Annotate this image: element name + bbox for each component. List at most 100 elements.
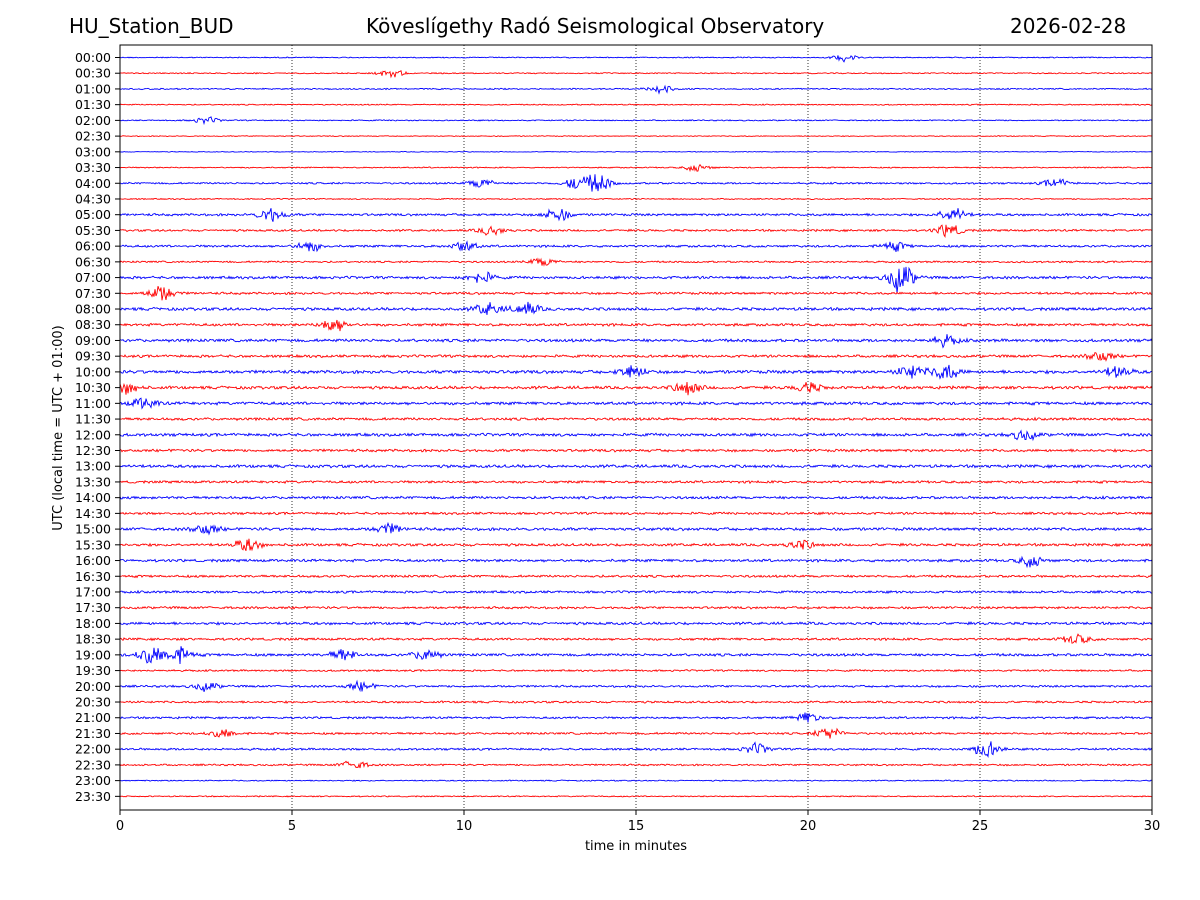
trace-0900 bbox=[119, 334, 1153, 349]
trace-2200 bbox=[119, 741, 1153, 759]
y-tick-label: 15:30 bbox=[75, 537, 111, 552]
x-tick-label: 30 bbox=[1144, 819, 1161, 834]
trace-2000 bbox=[119, 679, 1153, 693]
y-tick-label: 08:00 bbox=[75, 302, 111, 317]
x-axis-ticks: 0 5 10 15 20 25 30 bbox=[116, 810, 1160, 834]
trace-0130 bbox=[119, 103, 1153, 106]
trace-1600 bbox=[119, 555, 1153, 569]
trace-1730 bbox=[119, 605, 1153, 610]
y-tick-label: 14:30 bbox=[75, 506, 111, 521]
trace-group bbox=[119, 55, 1153, 798]
trace-2100 bbox=[119, 712, 1153, 723]
trace-1400 bbox=[119, 495, 1153, 500]
trace-0600 bbox=[119, 240, 1153, 253]
y-tick-label: 23:30 bbox=[75, 789, 111, 804]
trace-0930 bbox=[119, 351, 1153, 362]
station-name: HU_Station_BUD bbox=[69, 14, 234, 38]
trace-1700 bbox=[119, 589, 1153, 595]
trace-1630 bbox=[119, 574, 1153, 579]
y-axis-ticks: 00:0000:3001:0001:3002:0002:3003:0003:30… bbox=[75, 50, 120, 804]
y-tick-label: 19:00 bbox=[75, 647, 111, 662]
trace-0430 bbox=[119, 197, 1153, 201]
y-tick-label: 09:00 bbox=[75, 333, 111, 348]
y-tick-label: 09:30 bbox=[75, 349, 111, 364]
y-tick-label: 14:00 bbox=[75, 490, 111, 505]
trace-1530 bbox=[119, 538, 1153, 552]
y-tick-label: 11:00 bbox=[75, 396, 111, 411]
y-tick-label: 00:30 bbox=[75, 66, 111, 81]
y-tick-label: 17:00 bbox=[75, 584, 111, 599]
chart-date: 2026-02-28 bbox=[1010, 14, 1127, 38]
y-tick-label: 04:30 bbox=[75, 191, 111, 206]
vertical-grid bbox=[291, 45, 981, 810]
x-tick-label: 10 bbox=[456, 819, 473, 834]
trace-0000 bbox=[119, 55, 1153, 63]
trace-2330 bbox=[119, 795, 1153, 798]
y-tick-label: 05:00 bbox=[75, 207, 111, 222]
trace-0630 bbox=[119, 257, 1153, 267]
x-axis-label: time in minutes bbox=[585, 839, 687, 854]
y-axis-label: UTC (local time = UTC + 01:00) bbox=[51, 325, 66, 530]
y-tick-label: 23:00 bbox=[75, 773, 111, 788]
y-tick-label: 19:30 bbox=[75, 663, 111, 678]
y-tick-label: 18:00 bbox=[75, 616, 111, 631]
trace-1130 bbox=[119, 416, 1153, 422]
trace-2300 bbox=[119, 779, 1153, 782]
y-tick-label: 11:30 bbox=[75, 412, 111, 427]
trace-2230 bbox=[119, 760, 1153, 769]
y-tick-label: 05:30 bbox=[75, 223, 111, 238]
y-tick-label: 16:00 bbox=[75, 553, 111, 568]
y-tick-label: 02:00 bbox=[75, 113, 111, 128]
y-tick-label: 03:30 bbox=[75, 160, 111, 175]
trace-0730 bbox=[119, 286, 1153, 301]
trace-0200 bbox=[119, 116, 1153, 126]
trace-0230 bbox=[119, 135, 1153, 138]
trace-2130 bbox=[119, 727, 1153, 739]
x-tick-label: 25 bbox=[972, 819, 989, 834]
y-tick-label: 10:30 bbox=[75, 380, 111, 395]
trace-2030 bbox=[119, 700, 1153, 704]
y-tick-label: 12:00 bbox=[75, 427, 111, 442]
x-tick-label: 0 bbox=[116, 819, 124, 834]
trace-0330 bbox=[119, 163, 1153, 173]
trace-1430 bbox=[119, 511, 1153, 516]
y-tick-label: 07:30 bbox=[75, 286, 111, 301]
trace-1200 bbox=[119, 429, 1153, 442]
y-tick-label: 13:30 bbox=[75, 474, 111, 489]
x-tick-label: 5 bbox=[288, 819, 296, 834]
y-tick-label: 02:30 bbox=[75, 129, 111, 144]
trace-1030 bbox=[119, 382, 1153, 396]
y-tick-label: 06:30 bbox=[75, 254, 111, 269]
y-tick-label: 12:30 bbox=[75, 443, 111, 458]
y-tick-label: 21:00 bbox=[75, 710, 111, 725]
trace-0830 bbox=[119, 319, 1153, 332]
y-tick-label: 17:30 bbox=[75, 600, 111, 615]
x-tick-label: 15 bbox=[628, 819, 645, 834]
y-tick-label: 03:00 bbox=[75, 144, 111, 159]
y-tick-label: 13:00 bbox=[75, 459, 111, 474]
y-tick-label: 15:00 bbox=[75, 522, 111, 537]
y-tick-label: 01:00 bbox=[75, 81, 111, 96]
trace-0500 bbox=[119, 208, 1153, 222]
trace-1800 bbox=[119, 621, 1153, 626]
y-tick-label: 01:30 bbox=[75, 97, 111, 112]
y-tick-label: 00:00 bbox=[75, 50, 111, 65]
chart-title: Köveslígethy Radó Seismological Observat… bbox=[366, 14, 825, 38]
y-tick-label: 06:00 bbox=[75, 239, 111, 254]
trace-1230 bbox=[119, 448, 1153, 453]
trace-1930 bbox=[119, 668, 1153, 673]
y-tick-label: 22:00 bbox=[75, 742, 111, 757]
trace-1000 bbox=[119, 364, 1153, 380]
trace-0530 bbox=[119, 224, 1153, 238]
trace-0800 bbox=[119, 301, 1153, 315]
trace-0300 bbox=[119, 150, 1153, 153]
trace-1330 bbox=[119, 479, 1153, 485]
trace-1900 bbox=[119, 646, 1153, 665]
y-tick-label: 21:30 bbox=[75, 726, 111, 741]
trace-1500 bbox=[119, 521, 1153, 536]
trace-1100 bbox=[119, 397, 1153, 410]
x-tick-label: 20 bbox=[800, 819, 817, 834]
trace-0030 bbox=[119, 70, 1153, 79]
trace-0100 bbox=[119, 84, 1153, 95]
trace-1300 bbox=[119, 463, 1153, 469]
